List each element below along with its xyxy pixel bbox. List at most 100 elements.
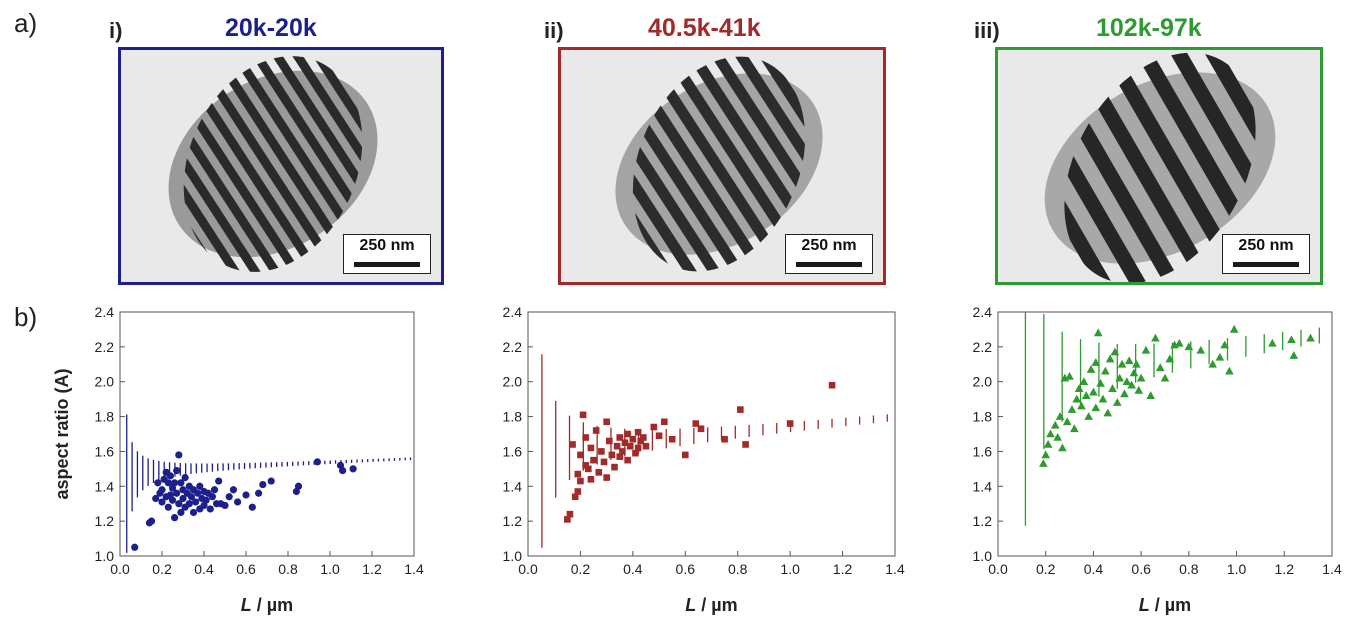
data-point	[721, 435, 728, 443]
data-point	[187, 493, 195, 501]
chart-aspect-ratio-2: 0.0 0.2 0.4 0.6 0.8 1.0 1.2 1.4 1.0 1.2 1.4 1.6 1.8 2…	[503, 304, 905, 615]
data-point	[1129, 368, 1139, 377]
data-point	[590, 456, 597, 464]
data-point	[313, 458, 321, 466]
y-tick-label: 1.2	[503, 513, 523, 529]
data-point	[608, 451, 616, 459]
x-axis-label: L / µm	[241, 595, 293, 615]
data-point	[131, 543, 139, 551]
data-point	[202, 496, 210, 504]
data-point	[1196, 345, 1206, 354]
data-point	[1122, 377, 1132, 386]
data-point	[569, 441, 576, 448]
data-point	[164, 479, 172, 487]
data-point	[624, 456, 631, 464]
data-point	[208, 493, 216, 501]
y-tick-label: 1.0	[95, 548, 115, 564]
x-tick-label: 0.2	[1036, 561, 1056, 577]
data-point	[1041, 450, 1051, 459]
ellipsoid-particle-3	[1025, 50, 1295, 282]
x-tick-label: 1.4	[885, 561, 905, 577]
data-point	[1070, 424, 1079, 433]
data-point	[579, 411, 587, 419]
y-tick-label: 1.8	[503, 409, 523, 425]
data-point	[1155, 363, 1165, 372]
plot-frame	[527, 311, 896, 557]
data-point	[1215, 352, 1225, 361]
data-point	[1175, 338, 1184, 347]
x-tick-label: 1.4	[1322, 561, 1342, 577]
data-point	[634, 428, 642, 436]
data-point	[181, 473, 189, 482]
data-point	[1065, 371, 1074, 380]
data-point	[171, 514, 179, 522]
data-point	[158, 486, 166, 494]
y-tick-label: 1.6	[973, 443, 993, 459]
data-point	[229, 486, 237, 494]
scale-bar-label: 250 nm	[1238, 237, 1294, 254]
y-axis-label: aspect ratio (A)	[52, 368, 72, 499]
data-point	[1074, 384, 1084, 392]
data-point	[1289, 351, 1299, 359]
sample-1-title: 20k-20k	[225, 14, 317, 42]
data-point	[1077, 401, 1086, 410]
tem-image-2: 250 nm	[558, 47, 886, 285]
data-point	[1220, 340, 1229, 349]
y-tick-label: 1.4	[973, 478, 993, 494]
y-tick-label: 1.4	[503, 478, 523, 494]
y-tick-label: 1.8	[973, 409, 993, 425]
data-point	[210, 486, 219, 494]
data-point	[173, 467, 181, 475]
data-point	[632, 449, 639, 457]
x-tick-label: 0.0	[988, 561, 1008, 577]
data-point	[1072, 394, 1082, 403]
data-point	[587, 444, 595, 452]
data-point	[1084, 412, 1093, 420]
data-point	[349, 465, 357, 473]
scale-bar-2: 250 nm	[785, 234, 873, 274]
data-point	[786, 420, 794, 427]
y-tick-label: 2.4	[503, 304, 523, 320]
data-point	[1089, 387, 1098, 396]
y-tick-label: 2.0	[973, 374, 993, 390]
data-point	[1306, 333, 1315, 342]
data-point	[206, 505, 214, 513]
data-point	[1050, 420, 1060, 429]
data-point	[1103, 408, 1113, 417]
data-point	[164, 503, 172, 511]
scale-bar-3: 250 nm	[1222, 234, 1310, 274]
data-point	[1268, 338, 1277, 347]
data-points	[131, 451, 357, 551]
ellipsoid-particle-2	[600, 50, 838, 282]
x-tick-label: 1.2	[1275, 561, 1295, 577]
ellipsoid-particle-1	[150, 50, 396, 282]
data-point	[1208, 359, 1218, 368]
data-point	[692, 420, 700, 427]
chart-aspect-ratio-3: 0.0 0.2 0.4 0.6 0.8 1.0 1.2 1.4 1.0 1.2 1.4 1.6 1.8 2…	[973, 304, 1342, 615]
data-point	[626, 442, 634, 450]
data-point	[1132, 359, 1141, 368]
data-point	[742, 441, 749, 448]
data-point	[584, 465, 592, 473]
data-points	[564, 381, 836, 523]
data-point	[1105, 354, 1115, 363]
chart-aspect-ratio-1: 0.0 0.2 0.4 0.6 0.8 1.0 1.2 1.4 1.0 1.2 1.4 1.6 1.8 2…	[52, 304, 424, 615]
data-point	[175, 451, 183, 459]
data-point	[154, 479, 162, 487]
data-point	[1117, 359, 1127, 368]
data-point	[158, 498, 166, 506]
data-point	[1091, 403, 1101, 412]
data-point	[294, 482, 303, 490]
data-point	[582, 462, 589, 469]
y-tick-label: 2.2	[503, 339, 523, 355]
x-tick-label: 0.6	[676, 561, 696, 577]
data-point	[1093, 328, 1103, 337]
sample-1-numeral: i)	[109, 18, 123, 43]
data-point	[1046, 429, 1055, 438]
y-tick-label: 1.4	[95, 478, 115, 494]
data-point	[171, 479, 179, 487]
data-point	[629, 435, 637, 443]
plot-frame	[119, 311, 415, 557]
data-point	[339, 467, 347, 475]
data-point	[173, 489, 181, 497]
